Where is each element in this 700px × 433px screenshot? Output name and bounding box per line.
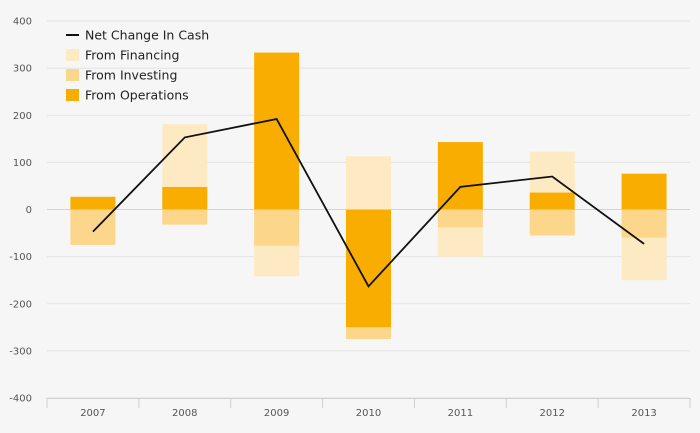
bar-from-operations-2008	[162, 186, 208, 210]
bar-from-operations-2010	[346, 209, 391, 328]
bar-from-financing-2012	[529, 151, 575, 193]
bar-from-investing-2012	[529, 209, 575, 236]
legend-swatch-from-financing	[66, 49, 79, 61]
net-change-line-layer	[92, 118, 645, 288]
legend-label-net-change-in-cash: Net Change In Cash	[85, 28, 209, 43]
x-tick-label: 2013	[631, 408, 656, 419]
x-axis: 2007 2008 2009 2010 2011 2012 2013	[46, 398, 691, 419]
y-tick-label: -300	[9, 346, 32, 357]
bar-from-financing-2011	[437, 227, 483, 257]
y-tick-label: 400	[13, 17, 32, 28]
stacked-bars	[70, 52, 667, 340]
y-tick-label: -400	[9, 394, 32, 405]
x-tick-label: 2010	[356, 408, 381, 419]
x-tick-label: 2011	[448, 408, 473, 419]
y-axis-ticks: 400 300 200 100 0 -100 -200 -300 -400	[9, 17, 32, 405]
bar-from-investing-2008	[162, 209, 208, 225]
bar-from-financing-2009	[254, 245, 300, 277]
y-tick-label: 200	[13, 111, 32, 122]
bar-from-investing-2013	[621, 209, 667, 238]
bar-from-investing-2010	[346, 327, 391, 340]
x-tick-label: 2008	[172, 408, 197, 419]
y-tick-label: 300	[13, 64, 32, 75]
legend-label-from-operations: From Operations	[85, 88, 189, 103]
legend: Net Change In Cash From Financing From Inv…	[66, 28, 209, 103]
x-tick-label: 2012	[539, 408, 564, 419]
y-tick-label: -100	[9, 252, 32, 263]
bar-from-operations-2013	[621, 173, 667, 210]
x-tick-label: 2009	[264, 408, 289, 419]
bar-from-operations-2011	[437, 142, 483, 210]
legend-swatch-from-investing	[66, 69, 79, 81]
bar-from-operations-2007	[70, 196, 116, 210]
x-tick-label: 2007	[80, 408, 105, 419]
y-tick-label: -200	[9, 299, 32, 310]
legend-label-from-financing: From Financing	[85, 48, 179, 63]
y-tick-label: 100	[13, 158, 32, 169]
bar-from-operations-2012	[529, 192, 575, 210]
y-tick-label: 0	[26, 205, 32, 216]
bar-from-investing-2009	[254, 209, 300, 246]
bar-from-operations-2009	[254, 52, 300, 210]
legend-label-from-investing: From Investing	[85, 68, 177, 83]
bar-from-financing-2010	[346, 156, 391, 210]
net-change-line	[92, 118, 645, 288]
bar-from-investing-2011	[437, 209, 483, 228]
legend-swatch-from-operations	[66, 89, 79, 101]
bar-from-financing-2013	[621, 237, 667, 281]
